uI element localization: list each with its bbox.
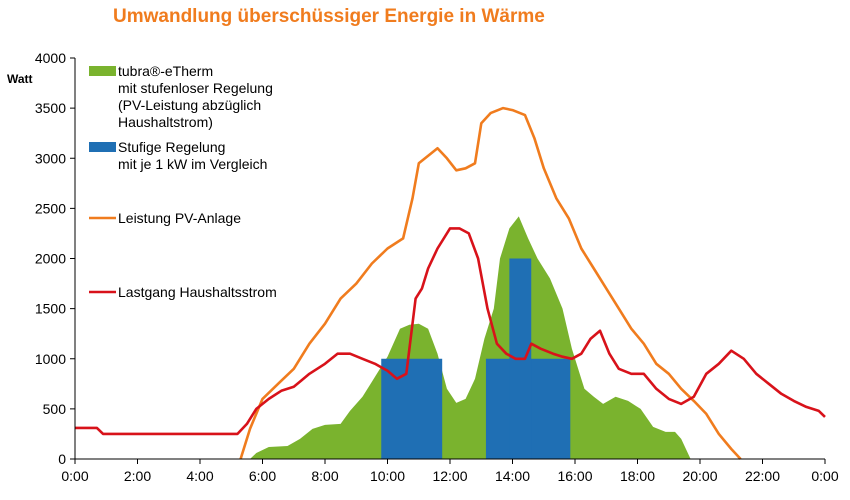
series-line-3 [75, 227, 826, 436]
legend-line: mit je 1 kW im Vergleich [118, 156, 267, 172]
y-tick-label-2: 1000 [35, 351, 66, 367]
legend-entry-2: Leistung PV-Anlage [118, 210, 241, 226]
legend-line: Stufige Regelung [118, 139, 225, 155]
legend-line: mit stufenloser Regelung [118, 80, 273, 96]
y-tick-label-6: 3000 [35, 150, 66, 166]
x-tick-label-12: 0:00 [811, 468, 838, 484]
legend-entry-3: Lastgang Haushaltsstrom [118, 284, 277, 300]
x-tick-label-4: 8:00 [311, 468, 338, 484]
x-tick-label-3: 6:00 [249, 468, 276, 484]
line-layer [75, 106, 826, 460]
legend-line: (PV-Leistung abzüglich [118, 97, 261, 113]
area-layer [250, 216, 691, 459]
legend-swatch-1 [89, 142, 116, 152]
legend-line: Leistung PV-Anlage [118, 210, 241, 226]
x-tick-label-10: 20:00 [682, 468, 717, 484]
x-tick-label-6: 12:00 [432, 468, 467, 484]
y-axis-label: Watt [7, 72, 33, 86]
x-tick-label-0: 0:00 [61, 468, 88, 484]
axes: 0 500 1000 1500 2000 2500 3000 3500 4000 0:00 2:00… [35, 50, 839, 484]
series-line-2 [239, 106, 742, 460]
x-tick-label-2: 4:00 [186, 468, 213, 484]
x-tick-label-9: 18:00 [620, 468, 655, 484]
legend-entry-0: tubra®-eTherm mit stufenloser Regelung (PV… [118, 63, 273, 130]
series-area-0 [250, 216, 691, 459]
x-tick-label-7: 14:00 [495, 468, 530, 484]
x-tick-label-5: 10:00 [370, 468, 405, 484]
y-tick-label-5: 2500 [35, 200, 66, 216]
y-tick-label-3: 1500 [35, 301, 66, 317]
legend-swatch-0 [89, 66, 116, 76]
legend-line: Haushaltstrom) [118, 114, 213, 130]
legend-entry-1: Stufige Regelung mit je 1 kW im Vergleich [118, 139, 267, 172]
x-tick-label-11: 22:00 [745, 468, 780, 484]
chart-title: Umwandlung überschüssiger Energie in Wär… [113, 6, 545, 27]
y-tick-label-4: 2000 [35, 251, 66, 267]
y-tick-label-8: 4000 [35, 50, 66, 66]
y-tick-label-0: 0 [58, 451, 66, 467]
x-tick-label-1: 2:00 [124, 468, 151, 484]
legend: tubra®-eTherm mit stufenloser Regelung (PV… [89, 63, 277, 300]
legend-line: Lastgang Haushaltsstrom [118, 284, 277, 300]
step-layer [381, 258, 571, 459]
x-tick-label-8: 16:00 [557, 468, 592, 484]
y-tick-label-1: 500 [43, 401, 67, 417]
legend-line: tubra®-eTherm [118, 63, 213, 79]
y-tick-label-7: 3500 [35, 100, 66, 116]
